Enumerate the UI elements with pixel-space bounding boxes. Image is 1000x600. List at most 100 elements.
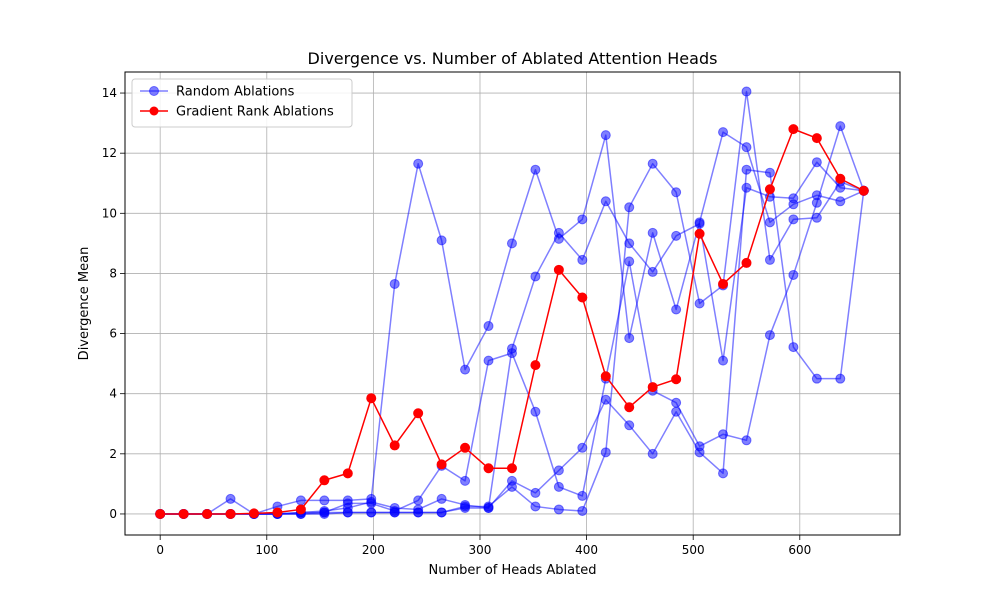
y-tick-label: 10: [102, 206, 117, 220]
data-point: [319, 507, 330, 518]
data-point: [272, 507, 283, 518]
data-point: [553, 481, 564, 492]
x-tick-label: 300: [469, 543, 492, 557]
series-5: [155, 124, 869, 519]
data-point: [647, 382, 658, 393]
data-point: [577, 490, 588, 501]
y-tick-label: 8: [109, 266, 117, 280]
data-point: [811, 157, 822, 168]
data-point: [835, 373, 846, 384]
data-point: [835, 196, 846, 207]
data-point: [788, 269, 799, 280]
data-point: [295, 495, 306, 506]
legend-random-label: Random Ablations: [176, 85, 295, 100]
data-point: [624, 402, 635, 413]
data-point: [741, 257, 752, 268]
data-point: [764, 330, 775, 341]
data-point: [530, 164, 541, 175]
data-point: [811, 133, 822, 144]
data-point: [553, 504, 564, 515]
data-point: [389, 440, 400, 451]
data-point: [624, 256, 635, 267]
data-point: [483, 321, 494, 332]
data-point: [835, 173, 846, 184]
data-point: [788, 124, 799, 135]
data-point: [764, 184, 775, 195]
legend-gradient-marker: [149, 106, 159, 116]
data-point: [413, 408, 424, 419]
data-point: [155, 508, 166, 519]
data-point: [225, 493, 236, 504]
data-point: [366, 496, 377, 507]
data-point: [788, 214, 799, 225]
data-point: [835, 121, 846, 132]
data-point: [366, 393, 377, 404]
data-point: [483, 355, 494, 366]
data-point: [858, 185, 869, 196]
x-tick-label: 100: [255, 543, 278, 557]
data-point: [413, 158, 424, 169]
data-point: [671, 230, 682, 241]
data-point: [460, 442, 471, 453]
data-point: [460, 475, 471, 486]
data-point: [389, 278, 400, 289]
data-point: [506, 481, 517, 492]
data-point: [741, 164, 752, 175]
x-tick-label: 600: [788, 543, 811, 557]
data-point: [413, 507, 424, 518]
data-point: [225, 508, 236, 519]
data-point: [624, 238, 635, 249]
data-point: [624, 420, 635, 431]
data-point: [436, 507, 447, 518]
data-point: [506, 238, 517, 249]
y-tick-label: 14: [102, 86, 117, 100]
data-point: [483, 502, 494, 513]
data-point: [694, 447, 705, 458]
data-point: [530, 501, 541, 512]
data-point: [600, 447, 611, 458]
data-point: [483, 463, 494, 474]
data-point: [506, 343, 517, 354]
data-point: [718, 278, 729, 289]
data-point: [671, 397, 682, 408]
data-point: [788, 342, 799, 353]
data-point: [530, 406, 541, 417]
plot-frame: [124, 71, 901, 536]
data-point: [624, 202, 635, 213]
data-point: [577, 292, 588, 303]
data-point: [764, 167, 775, 178]
data-point: [718, 355, 729, 366]
y-tick-label: 12: [102, 146, 117, 160]
y-axis-ticks: 0 2 4 6 8 10 12 14: [102, 86, 125, 521]
data-point: [694, 298, 705, 309]
legend: Random Ablations Gradient Rank Ablations: [131, 78, 353, 128]
data-point: [577, 254, 588, 265]
y-tick-label: 6: [109, 327, 117, 341]
data-point: [811, 197, 822, 208]
data-point: [600, 196, 611, 207]
data-point: [178, 508, 189, 519]
data-point: [764, 217, 775, 228]
data-point: [577, 442, 588, 453]
y-tick-label: 2: [109, 447, 117, 461]
data-point: [553, 264, 564, 275]
data-point: [694, 228, 705, 239]
data-point: [577, 214, 588, 225]
data-point: [530, 360, 541, 371]
data-point: [577, 505, 588, 516]
legend-random-marker: [149, 86, 159, 96]
data-point: [436, 493, 447, 504]
data-point: [835, 182, 846, 193]
x-axis-ticks: 0 100 200 300 400 500 600: [156, 535, 811, 557]
data-point: [718, 127, 729, 138]
data-point: [413, 495, 424, 506]
y-tick-label: 0: [109, 507, 117, 521]
data-point: [671, 374, 682, 385]
data-point: [671, 187, 682, 198]
data-point: [671, 304, 682, 315]
data-point: [671, 406, 682, 417]
data-point: [366, 507, 377, 518]
data-point: [741, 182, 752, 193]
series-layer: [155, 86, 869, 519]
